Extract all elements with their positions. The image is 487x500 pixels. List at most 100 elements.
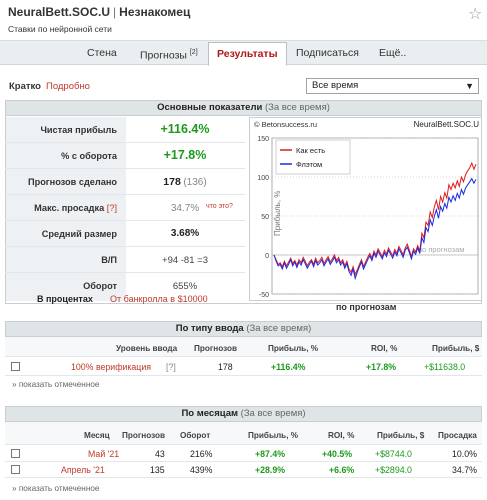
indicator-label: Средний размер — [41, 229, 117, 239]
chart-y-tick-label: 50 — [261, 214, 269, 221]
col-header-drawdown: Просадка — [438, 431, 477, 440]
percent-note-value: От банкролла в $10000 — [110, 294, 208, 304]
level-help-link[interactable]: [?] — [166, 362, 176, 372]
table-row — [5, 462, 482, 478]
profit-chart-svg: 150 100 50 0 -50 © Betonsuccess.ru NeuralBett.… — [254, 120, 480, 299]
view-detailed-link[interactable]: Подробно — [45, 81, 90, 92]
indicator-value: +116.4% — [160, 122, 210, 136]
by-month-column-headers — [5, 422, 482, 445]
cell-profit-pct: +87.4% — [255, 449, 286, 459]
user-name: Незнакомец — [119, 5, 191, 19]
indicator-value: 34.7% — [170, 203, 200, 214]
col-header-profit-usd: Прибыль, $ — [377, 431, 425, 440]
by-month-header: По месяцам (За все время) — [5, 406, 482, 422]
col-header-profit-pct: Прибыль, % — [268, 344, 319, 353]
tab-results[interactable]: Результаты — [208, 42, 287, 66]
col-header-roi: ROI, % — [328, 431, 355, 440]
indicator-extra: (136) — [183, 177, 207, 188]
cell-drawdown: 34.7% — [452, 465, 477, 475]
tab-wall-label: Стена — [87, 47, 117, 59]
row-checkbox[interactable] — [11, 362, 20, 371]
indicator-win-loss: В/П +94 -81 =3 — [5, 247, 245, 273]
by-type-column-headers — [5, 337, 482, 357]
by-type-show-checked-link[interactable]: » показать отмеченное — [12, 380, 100, 389]
table-row — [5, 445, 482, 462]
indicator-turnover-percent: % с оборота +17.8% — [5, 143, 245, 169]
title-separator: | — [113, 5, 117, 19]
tab-results-label: Результаты — [217, 48, 278, 60]
cell-profit-usd: +$11638.0 — [424, 362, 466, 372]
col-header-month: Месяц — [84, 431, 110, 440]
indicator-value: 655% — [172, 281, 198, 292]
chart-series-line-1 — [273, 161, 477, 276]
indicator-value: 178 — [163, 176, 181, 188]
chart-name-label: NeuralBett.SOC.U — [414, 120, 480, 129]
tab-subscribe[interactable]: Подписаться — [288, 44, 367, 64]
percent-note: В процентах — [37, 294, 93, 304]
page-subtitle: Ставки по нейронной сети — [8, 24, 112, 34]
chart-y-tick-label: 100 — [257, 175, 269, 182]
tab-wall[interactable]: Стена — [79, 44, 125, 64]
favorite-star-icon[interactable]: ☆ — [468, 6, 483, 23]
indicator-net-profit: Чистая прибыль +116.4% — [5, 117, 245, 143]
chevron-down-icon: ▼ — [465, 81, 474, 91]
tab-subscribe-label: Подписаться — [296, 47, 359, 59]
drawdown-what-link[interactable]: что это? — [206, 203, 233, 210]
tab-more-label: Ещё.. — [379, 47, 407, 59]
main-section-subtitle: (За все время) — [264, 102, 330, 113]
indicator-forecasts-made: Прогнозов сделано 178 (136) — [5, 169, 245, 195]
indicator-max-drawdown: Макс. просадка [?] 34.7% что это? — [5, 195, 245, 221]
indicator-label-group: Макс. просадка [?] — [5, 203, 117, 213]
cell-month[interactable]: Май '21 — [88, 449, 120, 459]
indicator-label: Оборот — [83, 281, 117, 291]
indicator-label: В/П — [101, 255, 117, 265]
chart-y-tick-label: 0 — [265, 253, 269, 260]
indicator-value: +94 -81 =3 — [162, 255, 208, 266]
view-switch: Кратко Подробно — [9, 81, 90, 92]
by-month-show-checked-link[interactable]: » показать отмеченное — [12, 484, 100, 493]
chart-source-label: © Betonsuccess.ru — [254, 120, 317, 129]
indicator-value: 3.68% — [170, 228, 200, 239]
col-header-level: Уровень ввода — [116, 344, 178, 353]
chart-y-tick-label: 150 — [257, 136, 269, 143]
cell-level[interactable]: 100% верификация — [71, 362, 152, 372]
cell-count: 135 — [150, 465, 165, 475]
profit-chart: 150 100 50 0 -50 © Betonsuccess.ru NeuralBett.… — [249, 117, 482, 301]
forecasts-badge: [2] — [189, 49, 198, 56]
cell-profit-pct: +28.9% — [255, 465, 286, 475]
view-short[interactable]: Кратко — [9, 81, 41, 92]
percent-note-label: В процентах — [37, 294, 93, 304]
drawdown-help-link[interactable]: [?] — [106, 203, 117, 213]
indicator-label: % с оборота — [61, 151, 117, 161]
cell-month[interactable]: Апрель '21 — [61, 465, 105, 475]
cell-profit-usd: +$2894.0 — [375, 465, 412, 475]
tab-forecasts[interactable]: Прогнозы [2] — [132, 44, 206, 64]
tab-forecasts-label: Прогнозы — [140, 49, 187, 62]
cell-roi: +6.6% — [329, 465, 355, 475]
cell-count: 178 — [218, 362, 233, 372]
by-type-header: По типу ввода (За все время) — [5, 321, 482, 337]
period-select-value: Все время — [312, 80, 359, 91]
cell-drawdown: 10.0% — [452, 449, 477, 459]
period-select[interactable]: Все время ▼ — [306, 78, 479, 94]
chart-y-tick-label: -50 — [259, 292, 269, 299]
chart-legend-label: Как есть — [296, 146, 325, 155]
col-header-profit-usd: Прибыль, $ — [432, 344, 480, 353]
by-month-title: По месяцам — [181, 408, 239, 419]
by-type-subtitle: (За все время) — [246, 323, 312, 334]
by-month-subtitle: (За все время) — [240, 408, 306, 419]
main-section-title: Основные показатели — [157, 102, 263, 113]
row-checkbox[interactable] — [11, 465, 20, 474]
chart-series-line-2 — [273, 177, 477, 281]
cell-turnover: 439% — [190, 465, 213, 475]
indicator-average-size: Средний размер 3.68% — [5, 221, 245, 247]
channel-name[interactable]: NeuralBett.SOC.U — [8, 5, 111, 19]
cell-count: 43 — [155, 449, 165, 459]
row-checkbox[interactable] — [11, 449, 20, 458]
chart-legend — [275, 139, 351, 175]
cell-roi: +40.5% — [322, 449, 353, 459]
indicator-turnover: Оборот 655% — [5, 273, 245, 299]
tab-more[interactable]: Ещё.. — [371, 44, 414, 64]
indicator-value: +17.8% — [163, 148, 207, 162]
col-header-forecasts: Прогнозов — [122, 431, 166, 440]
